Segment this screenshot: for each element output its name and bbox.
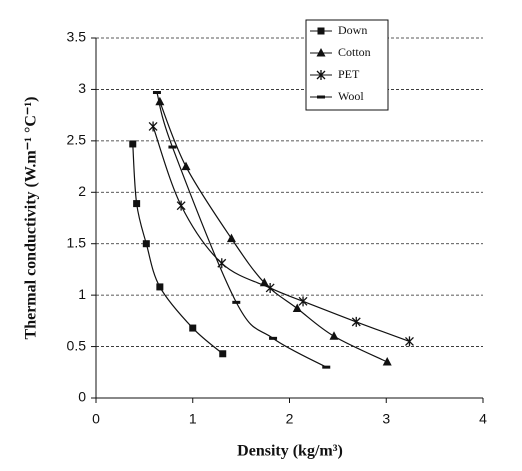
marker bbox=[269, 336, 278, 340]
marker bbox=[298, 296, 308, 307]
y-tick-label: 0.5 bbox=[67, 337, 87, 353]
marker bbox=[156, 283, 164, 291]
y-tick-label: 1 bbox=[78, 286, 86, 302]
marker bbox=[129, 140, 137, 148]
marker bbox=[351, 316, 361, 327]
marker bbox=[329, 331, 339, 340]
y-tick-label: 2 bbox=[78, 183, 86, 199]
y-tick-label: 1.5 bbox=[67, 234, 87, 250]
marker bbox=[317, 95, 325, 99]
y-tick-label: 2.5 bbox=[67, 132, 87, 148]
marker bbox=[322, 365, 331, 369]
marker bbox=[168, 145, 177, 149]
marker bbox=[382, 357, 392, 366]
legend-label: Down bbox=[338, 23, 367, 37]
series-line bbox=[132, 143, 224, 355]
marker bbox=[142, 240, 150, 248]
marker bbox=[226, 233, 236, 243]
y-tick-label: 3.5 bbox=[67, 29, 87, 45]
legend-label: Wool bbox=[338, 89, 364, 103]
legend-box bbox=[305, 19, 389, 111]
marker bbox=[265, 282, 275, 293]
marker bbox=[181, 161, 191, 171]
x-tick-label: 3 bbox=[382, 411, 390, 427]
y-tick-label: 3 bbox=[78, 80, 86, 96]
x-tick-label: 2 bbox=[286, 411, 294, 427]
y-axis-title: Thermal conductivity (W.m⁻¹ °C⁻¹) bbox=[23, 97, 40, 340]
x-tick-label: 1 bbox=[189, 411, 197, 427]
marker bbox=[155, 96, 165, 106]
marker bbox=[405, 336, 414, 347]
legend-label: PET bbox=[338, 67, 360, 81]
x-tick-label: 0 bbox=[92, 411, 100, 427]
marker bbox=[148, 121, 158, 132]
marker bbox=[219, 350, 227, 358]
marker bbox=[316, 48, 326, 57]
marker bbox=[189, 324, 197, 332]
x-axis-title: Density (kg/m³) bbox=[237, 443, 343, 460]
marker bbox=[316, 70, 326, 80]
series-line bbox=[156, 92, 327, 368]
marker bbox=[292, 303, 302, 313]
marker bbox=[152, 91, 161, 95]
marker bbox=[317, 27, 325, 35]
x-tick-label: 4 bbox=[479, 411, 487, 427]
series-line bbox=[152, 126, 410, 342]
legend-label: Cotton bbox=[338, 45, 371, 59]
marker bbox=[133, 200, 141, 208]
marker bbox=[232, 300, 241, 304]
y-tick-label: 0 bbox=[78, 389, 86, 405]
marker bbox=[176, 200, 186, 211]
